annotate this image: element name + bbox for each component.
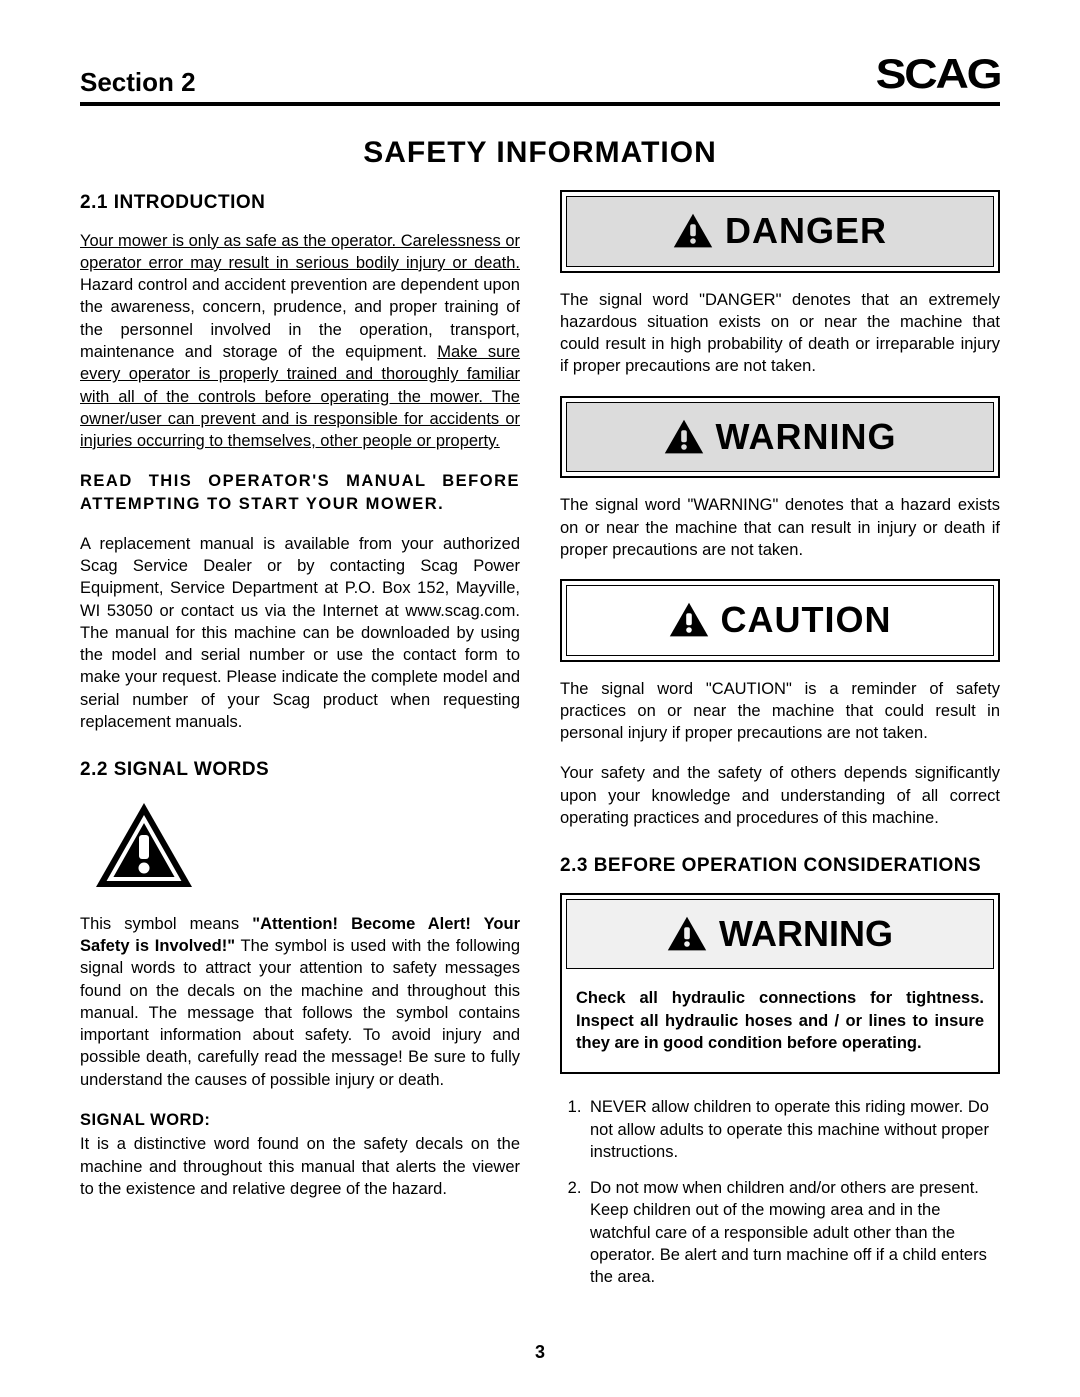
alert-symbol-large xyxy=(94,801,520,891)
alert-triangle-icon xyxy=(94,801,194,891)
caution-text: The signal word "CAUTION" is a reminder … xyxy=(560,678,1000,745)
caution-box: CAUTION xyxy=(560,579,1000,662)
caution-box-inner: CAUTION xyxy=(566,585,994,656)
symbol-meaning-paragraph: This symbol means "Attention! Become Ale… xyxy=(80,913,520,1091)
page-header: Section 2 SCAG xyxy=(80,50,1000,106)
content-columns: 2.1 INTRODUCTION Your mower is only as s… xyxy=(80,190,1000,1302)
safety-depends-paragraph: Your safety and the safety of others dep… xyxy=(560,762,1000,829)
list-item: NEVER allow children to operate this rid… xyxy=(586,1096,1000,1163)
page-title: SAFETY INFORMATION xyxy=(80,136,1000,170)
alert-triangle-icon xyxy=(673,213,713,249)
warning-box-2-header: WARNING xyxy=(566,899,994,970)
warning-box-1-inner: WARNING xyxy=(566,402,994,473)
signal-word-definition: It is a distinctive word found on the sa… xyxy=(80,1133,520,1200)
warning-2-content: Check all hydraulic connections for tigh… xyxy=(562,973,998,1072)
section-label: Section 2 xyxy=(80,67,196,98)
danger-box-inner: DANGER xyxy=(566,196,994,267)
read-manual-notice: READ THIS OPERATOR'S MANUAL BEFORE ATTEM… xyxy=(80,470,520,515)
page-number: 3 xyxy=(80,1342,1000,1363)
heading-signal-words: 2.2 SIGNAL WORDS xyxy=(80,757,520,783)
danger-box: DANGER xyxy=(560,190,1000,273)
right-column: DANGER The signal word "DANGER" denotes … xyxy=(560,190,1000,1302)
warning-text: The signal word "WARNING" denotes that a… xyxy=(560,494,1000,561)
warning-box-1: WARNING xyxy=(560,396,1000,479)
alert-triangle-icon xyxy=(664,419,704,455)
heading-introduction: 2.1 INTRODUCTION xyxy=(80,190,520,216)
symbol-text-pre: This symbol means xyxy=(80,915,252,933)
warning-box-2: WARNING Check all hydraulic connections … xyxy=(560,893,1000,1074)
left-column: 2.1 INTRODUCTION Your mower is only as s… xyxy=(80,190,520,1302)
alert-triangle-icon xyxy=(669,602,709,638)
replacement-manual-paragraph: A replacement manual is available from y… xyxy=(80,533,520,733)
caution-label: CAUTION xyxy=(721,596,892,645)
symbol-text-post: The symbol is used with the following si… xyxy=(80,937,520,1089)
alert-triangle-icon xyxy=(667,916,707,952)
warning-label-2: WARNING xyxy=(719,910,893,959)
danger-label: DANGER xyxy=(725,207,887,256)
list-item: Do not mow when children and/or others a… xyxy=(586,1177,1000,1288)
considerations-list: NEVER allow children to operate this rid… xyxy=(560,1096,1000,1288)
brand-logo: SCAG xyxy=(875,50,1000,98)
intro-paragraph: Your mower is only as safe as the operat… xyxy=(80,230,520,453)
danger-text: The signal word "DANGER" denotes that an… xyxy=(560,289,1000,378)
signal-word-label: SIGNAL WORD: xyxy=(80,1109,520,1131)
warning-label-1: WARNING xyxy=(716,413,897,462)
intro-underline-1: Your mower is only as safe as the operat… xyxy=(80,232,520,272)
heading-before-operation: 2.3 BEFORE OPERATION CONSIDERATIONS xyxy=(560,853,1000,879)
